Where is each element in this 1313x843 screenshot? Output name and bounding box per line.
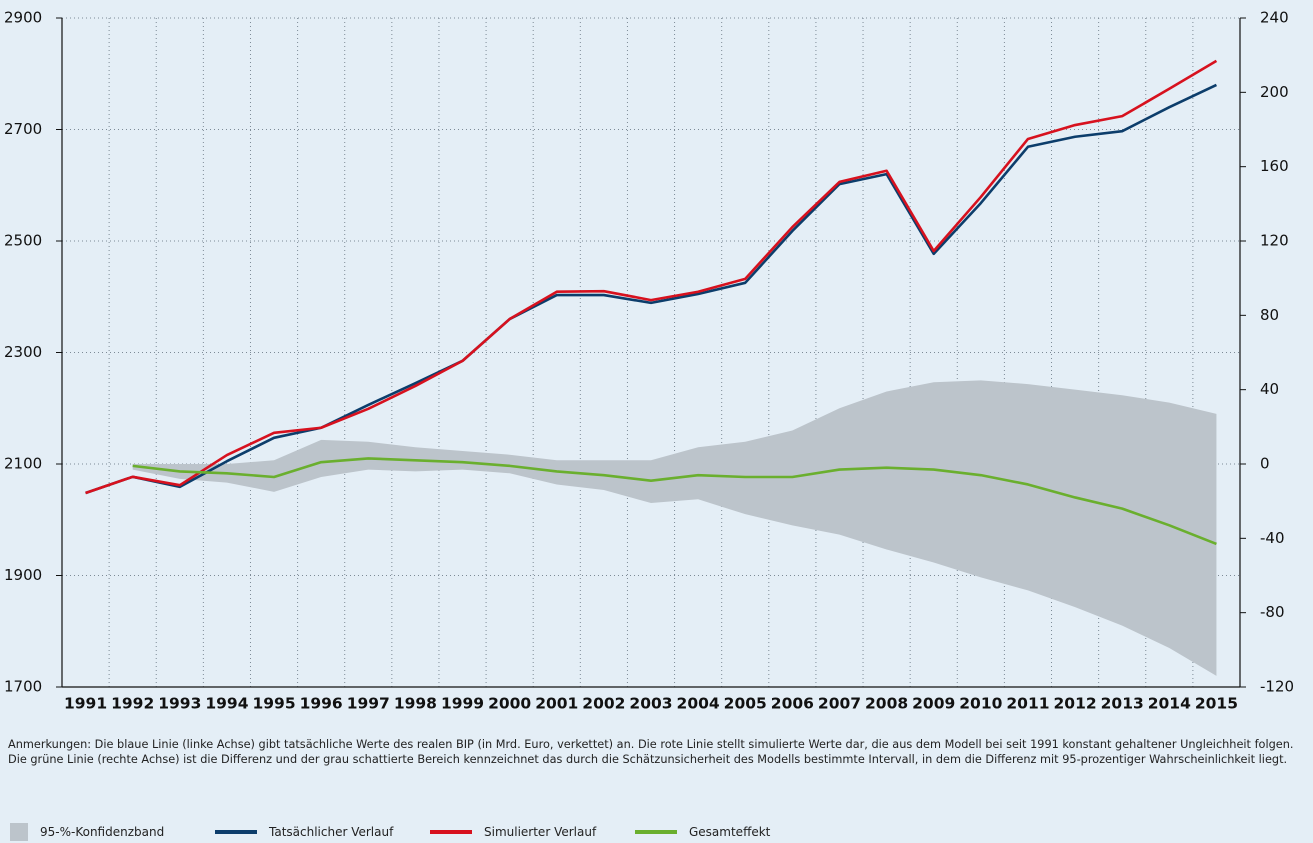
x-tick-label: 1993 (158, 695, 201, 713)
x-tick-label: 2010 (959, 695, 1002, 713)
x-tick-label: 2003 (629, 695, 672, 713)
legend-swatch (215, 830, 257, 834)
x-tick-label: 1991 (64, 695, 107, 713)
x-tick-label: 2011 (1006, 695, 1049, 713)
y-tick-label: 2500 (4, 232, 42, 250)
y2-tick-label: 160 (1260, 157, 1289, 175)
x-tick-label: 1994 (205, 695, 248, 713)
y2-tick-label: -80 (1260, 603, 1285, 621)
y-tick-label: 1700 (4, 678, 42, 696)
y-tick-label: 2100 (4, 455, 42, 473)
y2-tick-label: -120 (1260, 678, 1294, 696)
x-tick-label: 2001 (535, 695, 578, 713)
x-tick-label: 1995 (252, 695, 295, 713)
y-tick-label: 1900 (4, 566, 42, 584)
x-tick-label: 2013 (1101, 695, 1144, 713)
legend-item: Gesamteffekt (635, 822, 770, 842)
confidence-band (132, 380, 1217, 676)
x-tick-label: 2008 (865, 695, 908, 713)
y2-tick-label: 80 (1260, 306, 1279, 324)
y2-tick-label: 240 (1260, 9, 1289, 27)
line-series (85, 59, 1218, 495)
legend-swatch (635, 830, 677, 834)
legend-swatch (10, 823, 28, 841)
y-tick-label: 2700 (4, 120, 42, 138)
x-tick-label: 2005 (724, 695, 767, 713)
legend-label: Simulierter Verlauf (484, 825, 597, 839)
legend-item: 95-%-Konfidenzband (10, 822, 164, 842)
x-tick-label: 2000 (488, 695, 531, 713)
x-tick-label: 2007 (818, 695, 861, 713)
note: Anmerkungen: Die blaue Linie (linke Achs… (8, 738, 1294, 766)
y2-tick-label: -40 (1260, 529, 1285, 547)
x-tick-label: 2004 (677, 695, 720, 713)
y-tick-label: 2300 (4, 343, 42, 361)
line-series (85, 83, 1217, 495)
x-tick-label: 2015 (1195, 695, 1238, 713)
x-tick-label: 2009 (912, 695, 955, 713)
y2-tick-label: 40 (1260, 380, 1279, 398)
legend-label: Gesamteffekt (689, 825, 771, 839)
y2-tick-label: 0 (1260, 455, 1270, 473)
x-tick-label: 2014 (1148, 695, 1191, 713)
x-tick-label: 2006 (771, 695, 814, 713)
y2-tick-label: 120 (1260, 232, 1289, 250)
x-tick-label: 1998 (394, 695, 437, 713)
x-tick-label: 1997 (347, 695, 390, 713)
x-tick-label: 2012 (1054, 695, 1097, 713)
legend-item: Tatsächlicher Verlauf (215, 822, 393, 842)
y2-tick-label: 200 (1260, 83, 1289, 101)
legend-item: Simulierter Verlauf (430, 822, 596, 842)
chart: 1700 1900 2100 2300 2500 2700 2900 -120 -80 -40 0 4… (4, 9, 1294, 713)
legend-swatch (430, 830, 472, 834)
x-tick-label: 1992 (111, 695, 154, 713)
legend-label: Tatsächlicher Verlauf (269, 825, 394, 839)
x-tick-label: 1996 (300, 695, 343, 713)
line-series (132, 457, 1217, 546)
x-tick-label: 1999 (441, 695, 484, 713)
x-tick-label: 2002 (582, 695, 625, 713)
y-tick-label: 2900 (4, 9, 42, 27)
legend-label: 95-%-Konfidenzband (40, 825, 165, 839)
